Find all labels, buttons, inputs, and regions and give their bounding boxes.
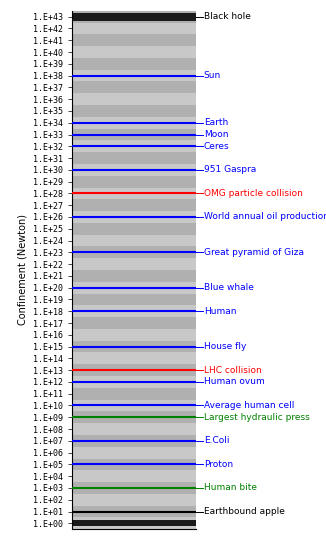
Bar — [72, 376, 196, 388]
Bar — [72, 282, 196, 294]
Text: Earth: Earth — [204, 118, 228, 127]
Text: Average human cell: Average human cell — [204, 401, 294, 410]
Bar — [72, 494, 196, 505]
Text: Earthbound apple: Earthbound apple — [204, 507, 285, 516]
Bar — [72, 482, 196, 494]
Text: Human bite: Human bite — [204, 483, 257, 492]
Bar — [72, 46, 196, 58]
Bar — [72, 223, 196, 235]
Bar — [72, 152, 196, 164]
Bar — [72, 105, 196, 117]
Bar — [72, 400, 196, 411]
Text: 951 Gaspra: 951 Gaspra — [204, 165, 256, 174]
Text: House fly: House fly — [204, 342, 246, 351]
Bar — [72, 23, 196, 35]
Bar — [72, 58, 196, 70]
Bar — [72, 317, 196, 329]
Bar — [72, 187, 196, 199]
Text: Largest hydraulic press: Largest hydraulic press — [204, 413, 309, 422]
Text: OMG particle collision: OMG particle collision — [204, 189, 303, 198]
Text: Black hole: Black hole — [204, 12, 251, 21]
Bar — [72, 176, 196, 187]
Bar — [72, 435, 196, 447]
Bar — [72, 294, 196, 305]
Text: Ceres: Ceres — [204, 142, 230, 151]
Text: Sun: Sun — [204, 71, 221, 80]
Bar — [72, 458, 196, 470]
Bar — [72, 423, 196, 435]
Bar — [72, 164, 196, 176]
Text: Blue whale: Blue whale — [204, 283, 254, 292]
Bar — [72, 329, 196, 341]
Bar — [72, 140, 196, 152]
Bar — [72, 521, 196, 526]
Bar — [72, 447, 196, 458]
Bar — [72, 70, 196, 82]
Text: Moon: Moon — [204, 130, 228, 139]
Bar — [72, 199, 196, 211]
Bar — [72, 305, 196, 317]
Bar — [72, 35, 196, 46]
Text: Great pyramid of Giza: Great pyramid of Giza — [204, 248, 304, 257]
Bar — [72, 341, 196, 353]
Bar — [72, 246, 196, 258]
Text: E.Coli: E.Coli — [204, 436, 229, 446]
Bar — [72, 235, 196, 246]
Bar — [72, 11, 196, 23]
Bar — [72, 517, 196, 529]
Bar — [72, 388, 196, 400]
Bar — [72, 211, 196, 223]
Text: Human ovum: Human ovum — [204, 377, 264, 387]
Text: World annual oil production: World annual oil production — [204, 212, 326, 221]
Y-axis label: Confinement (Newton): Confinement (Newton) — [17, 214, 27, 326]
Bar — [72, 129, 196, 140]
Bar — [72, 353, 196, 364]
Bar — [72, 411, 196, 423]
Bar — [72, 364, 196, 376]
Bar — [72, 82, 196, 93]
Bar — [72, 93, 196, 105]
Bar — [72, 258, 196, 270]
Bar — [72, 270, 196, 282]
Bar — [72, 505, 196, 517]
Bar — [72, 117, 196, 129]
Text: Human: Human — [204, 307, 236, 316]
Text: Proton: Proton — [204, 460, 233, 469]
Text: LHC collision: LHC collision — [204, 366, 261, 375]
Bar — [72, 12, 196, 21]
Bar — [72, 470, 196, 482]
